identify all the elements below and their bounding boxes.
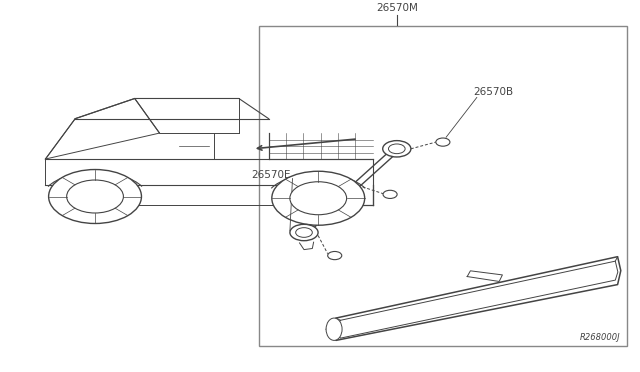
Text: 26570M: 26570M <box>376 3 418 13</box>
Text: 26570E: 26570E <box>252 170 291 180</box>
Circle shape <box>290 224 318 241</box>
Ellipse shape <box>49 170 141 224</box>
Ellipse shape <box>326 318 342 340</box>
Circle shape <box>383 141 411 157</box>
Ellipse shape <box>290 182 347 215</box>
Ellipse shape <box>272 171 365 225</box>
Circle shape <box>383 190 397 199</box>
Bar <box>259 26 627 346</box>
Text: R268000J: R268000J <box>580 333 621 342</box>
Circle shape <box>388 144 405 154</box>
Circle shape <box>436 138 450 146</box>
Text: 26570B: 26570B <box>474 87 514 97</box>
Ellipse shape <box>67 180 124 213</box>
Circle shape <box>328 251 342 260</box>
Circle shape <box>296 228 312 237</box>
